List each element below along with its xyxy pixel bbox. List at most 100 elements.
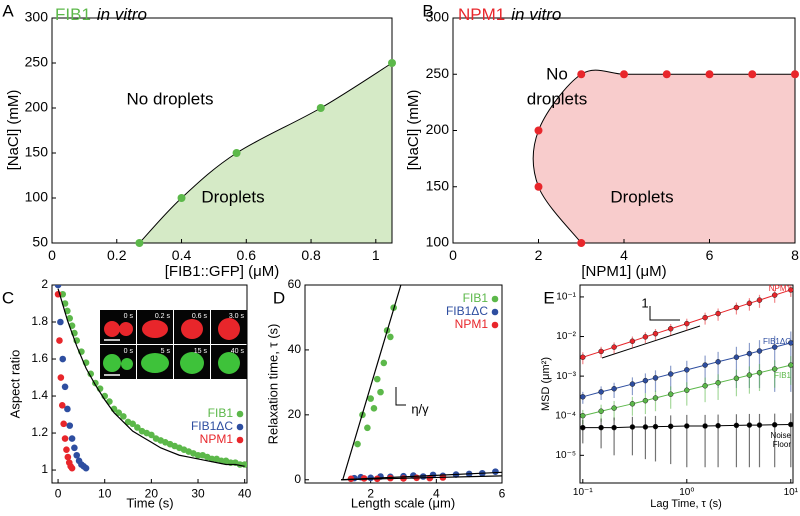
x-tick-label: 1: [372, 247, 380, 263]
series-label-box: Noise Floor: [771, 431, 791, 449]
x-tick-label: 6: [706, 247, 714, 263]
point: [87, 370, 95, 378]
series-label: FIB1: [774, 371, 791, 381]
x-tick-label: 0: [55, 487, 62, 501]
annotation: 1: [641, 295, 648, 310]
point: [702, 423, 708, 429]
y-axis-label: Aspect ratio: [7, 350, 22, 419]
x-tick-label: 10: [98, 487, 112, 501]
title-protein: FIB1: [55, 5, 91, 24]
point: [611, 405, 617, 411]
point: [756, 348, 763, 354]
point: [54, 285, 62, 289]
legend-marker: [491, 321, 499, 329]
point: [354, 440, 361, 448]
point: [611, 385, 617, 392]
x-tick-label: 0.8: [301, 247, 321, 263]
point: [667, 371, 674, 377]
x-tick-label: 2: [367, 487, 374, 501]
x-axis-label: Length scale (μm): [351, 495, 455, 510]
point: [756, 422, 763, 428]
point: [492, 468, 499, 475]
title-note: in vitro: [97, 5, 147, 24]
x-tick-label: 4: [620, 247, 628, 263]
point: [577, 239, 586, 247]
y-tick-label: 1.8: [31, 314, 48, 328]
point: [208, 455, 216, 463]
point: [746, 300, 753, 307]
panel-letter: B: [422, 1, 433, 20]
point: [771, 422, 778, 428]
y-tick-label: 150: [426, 177, 450, 193]
point: [746, 372, 753, 378]
y-tick-label: 100: [25, 189, 49, 205]
point: [135, 239, 144, 247]
point: [218, 457, 225, 465]
point: [652, 375, 659, 381]
y-axis-label: Relaxation time, τ (s): [265, 324, 280, 445]
point: [61, 435, 69, 442]
legend-label: FIB1ΔC: [446, 304, 488, 318]
y-tick-label: 10⁻³: [556, 371, 576, 382]
y-tick-label: 10⁻²: [556, 331, 576, 342]
point: [652, 330, 659, 337]
x-tick-label: 10⁻¹: [573, 487, 593, 498]
point: [388, 59, 396, 67]
inset-time-label: 0.6 s: [192, 313, 208, 320]
annotation: No: [546, 64, 568, 83]
legend-marker: [491, 295, 499, 303]
point: [58, 401, 66, 409]
point: [194, 451, 202, 459]
point: [68, 464, 76, 472]
y-tick-label: 40: [288, 342, 302, 356]
point: [57, 374, 65, 381]
y-axis-label: [NaCl] (mM): [405, 90, 422, 171]
point: [756, 297, 763, 303]
point: [684, 320, 690, 327]
point: [232, 149, 241, 157]
y-axis-label: MSD (μm²): [540, 357, 552, 411]
point: [370, 405, 378, 412]
title-note: in vitro: [511, 5, 561, 24]
point: [82, 464, 90, 472]
inset-time-label: 3.0 s: [229, 313, 245, 320]
axes-frame: [51, 284, 248, 484]
point: [652, 423, 659, 430]
axes-frame: [304, 284, 503, 484]
x-axis-label: [NPM1] (μM): [581, 263, 666, 280]
annotation: No droplets: [127, 89, 214, 108]
x-tick-label: 10¹: [784, 487, 799, 498]
point: [56, 337, 63, 344]
point: [702, 383, 708, 389]
point: [733, 375, 740, 382]
legend-label: FIB1ΔC: [191, 419, 233, 433]
point: [771, 366, 778, 372]
point: [667, 326, 674, 332]
point: [715, 380, 721, 386]
point: [580, 424, 586, 431]
x-axis-label: [FIB1::GFP] (μM): [165, 263, 279, 280]
panel-letter: D: [273, 288, 285, 307]
y-tick-label: 10⁻⁵: [555, 450, 576, 461]
x-tick-label: 6: [499, 487, 506, 501]
fit-line: [342, 285, 402, 480]
y-tick-label: 60: [288, 277, 302, 291]
x-tick-label: 30: [191, 487, 205, 501]
annotation: droplets: [527, 89, 587, 108]
point: [684, 367, 690, 373]
point: [115, 409, 123, 416]
point: [380, 359, 388, 367]
inset-time-label: 0.2 s: [155, 313, 171, 320]
panel-letter: C: [2, 288, 14, 307]
point: [66, 315, 74, 322]
point: [59, 355, 67, 363]
y-tick-label: 1.4: [31, 388, 48, 402]
point: [652, 395, 659, 401]
y-tick-label: 200: [25, 99, 49, 115]
x-tick-label: 40: [238, 487, 252, 501]
x-tick-label: 0.6: [237, 247, 257, 263]
x-tick-label: 0: [48, 247, 56, 263]
point: [61, 383, 69, 391]
point: [577, 70, 586, 79]
series-label-box: NPM1: [769, 284, 791, 293]
